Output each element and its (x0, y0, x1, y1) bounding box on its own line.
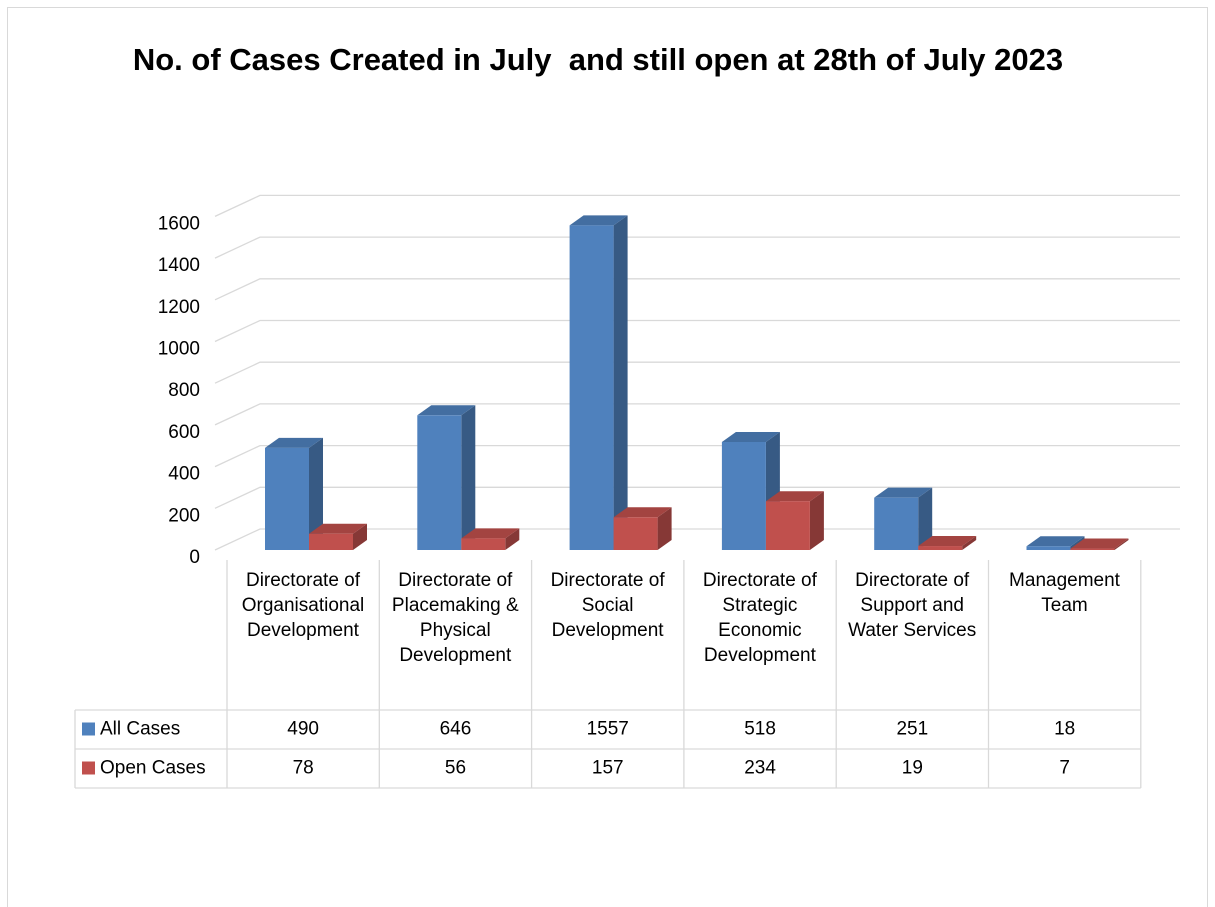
bar (613, 517, 658, 550)
bar-side (1114, 538, 1129, 550)
bar (417, 415, 462, 550)
bar (265, 447, 309, 550)
table-value: 490 (287, 719, 319, 740)
y-tick-label: 0 (189, 547, 200, 568)
bar (1026, 546, 1071, 550)
bar-top (1026, 536, 1085, 547)
table-value: 19 (902, 758, 923, 779)
bar (1070, 548, 1115, 550)
bar (309, 533, 353, 550)
grid-line (214, 278, 1180, 301)
bar-top (765, 491, 824, 502)
grid-line (214, 444, 1180, 468)
x-tick-label: Directorate of Social Development (550, 570, 665, 641)
bar-top (265, 437, 323, 448)
y-tick-label: 1600 (158, 213, 200, 234)
legend-label: All Cases (100, 719, 180, 740)
table-value: 18 (1054, 719, 1075, 740)
bar-top (918, 536, 977, 547)
bar (461, 538, 506, 550)
legend-label: Open Cases (100, 758, 206, 779)
table-value: 646 (440, 719, 472, 740)
y-tick-label: 1000 (158, 339, 200, 360)
grid-line (214, 194, 1180, 217)
bar-top (569, 215, 628, 226)
table-value: 251 (896, 719, 928, 740)
table-value: 234 (744, 758, 776, 779)
bar-top (721, 431, 780, 442)
bar-side (353, 523, 367, 550)
table-value: 7 (1059, 758, 1070, 779)
bar-side (962, 536, 977, 550)
bar-side (809, 491, 824, 550)
y-tick-label: 400 (168, 464, 200, 485)
bar-side (918, 487, 933, 550)
y-tick-label: 600 (168, 422, 200, 443)
grid-line (214, 236, 1180, 259)
x-tick-label: Directorate of Strategic Economic Develo… (702, 570, 817, 666)
legend-key (82, 722, 95, 736)
bar (874, 497, 919, 550)
table-value: 56 (445, 758, 466, 779)
y-tick-label: 800 (168, 380, 200, 401)
grid-line (214, 403, 1180, 426)
y-tick-label: 1200 (158, 297, 200, 318)
bar-top (309, 523, 367, 534)
bar-top (874, 487, 933, 498)
x-tick-label: Directorate of Organisational Developmen… (241, 570, 365, 641)
table-value: 1557 (587, 719, 629, 740)
y-tick-label: 1400 (158, 255, 200, 276)
bar-top (461, 528, 520, 539)
bar (569, 225, 614, 551)
bar-side (657, 507, 672, 550)
bar-top (1070, 538, 1129, 549)
table-value: 78 (293, 758, 314, 779)
x-tick-label: Directorate of Placemaking & Physical De… (391, 570, 519, 666)
y-tick-label: 200 (168, 505, 200, 526)
grid-line (214, 486, 1180, 509)
chart-title: No. of Cases Created in July and still o… (132, 42, 1064, 77)
bar-side (309, 437, 323, 550)
grid-line (214, 361, 1180, 384)
table-value: 157 (592, 758, 624, 779)
grid-line (214, 528, 1180, 551)
x-tick-label: Directorate of Support and Water Service… (848, 570, 977, 641)
table-value: 518 (744, 719, 776, 740)
grid-line (214, 319, 1180, 343)
bar-top (613, 507, 672, 518)
bar (918, 546, 963, 550)
bar-side (613, 215, 628, 551)
bar (765, 501, 810, 550)
bar-side (461, 405, 476, 550)
bar-top (417, 405, 476, 416)
x-tick-label: Management Team (1009, 570, 1120, 616)
bar-side (505, 528, 520, 550)
bar (721, 441, 766, 550)
legend-key (82, 761, 95, 775)
